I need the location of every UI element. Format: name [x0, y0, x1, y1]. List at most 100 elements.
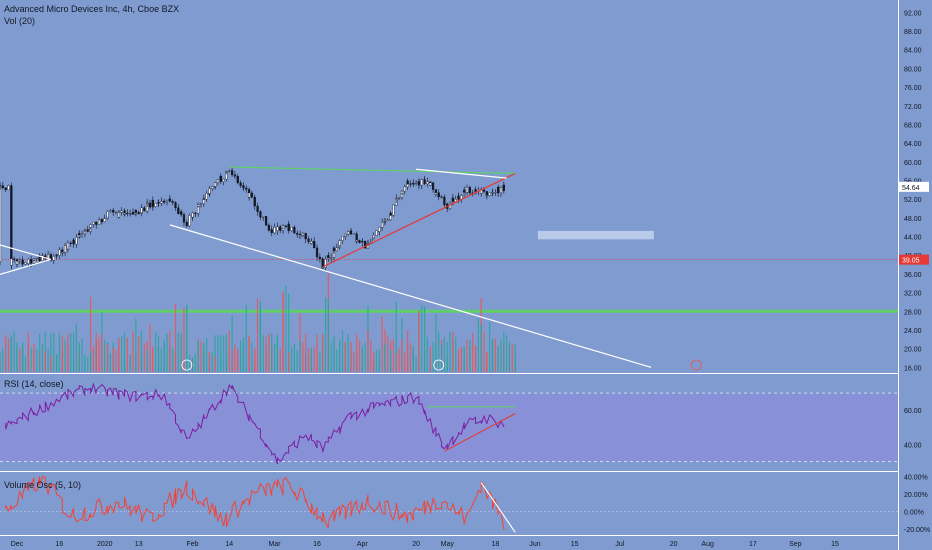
volume-bar — [174, 351, 177, 372]
volume-bar — [104, 339, 106, 372]
candle-body — [281, 225, 285, 229]
candle-body — [75, 237, 78, 245]
candle-body — [168, 198, 171, 202]
volume-bar — [112, 347, 114, 372]
time-axis-tick-label: Apr — [357, 541, 369, 548]
time-axis-tick-label: 20 — [670, 541, 678, 548]
candle-body — [468, 189, 471, 194]
volume-bar — [245, 304, 247, 372]
candle-body — [137, 212, 140, 215]
time-axis-tick-label: 16 — [313, 541, 321, 548]
volume-bar — [39, 333, 41, 372]
candle-body — [398, 197, 401, 199]
volume-bar — [13, 332, 15, 372]
candle-body — [58, 249, 61, 256]
candle-body — [281, 228, 285, 231]
candle-body — [330, 257, 333, 259]
chart-title: Advanced Micro Devices Inc, 4h, Cboe BZX — [4, 4, 180, 14]
volume-bar — [169, 330, 171, 372]
volume-bar — [508, 342, 511, 372]
volume-bar — [16, 347, 18, 372]
price-axis-tick-label: 84.00 — [904, 48, 922, 55]
volume-bar — [288, 293, 290, 372]
candle-body — [233, 174, 237, 177]
candle-body — [30, 259, 33, 264]
candle-body — [15, 260, 19, 265]
volume-bar — [126, 337, 128, 372]
volume-bar — [511, 344, 513, 372]
volume-bar — [81, 338, 83, 372]
candle-body — [465, 187, 469, 193]
left-triangle-bottom-line — [0, 258, 52, 275]
candle-body — [231, 171, 234, 176]
candle-body — [89, 224, 92, 228]
volume-bar — [146, 350, 148, 372]
time-axis-tick-label: 18 — [491, 541, 499, 548]
candle-body — [344, 233, 347, 237]
volume-bar — [477, 318, 479, 372]
volume-bar — [61, 351, 63, 372]
candle-body — [143, 207, 146, 212]
volume-bar — [307, 348, 310, 372]
candle-body — [55, 254, 58, 256]
highlight-zone — [537, 230, 654, 240]
time-axis-tick-label: Mar — [269, 541, 282, 548]
candle-body — [10, 258, 13, 266]
time-axis-tick-label: May — [441, 541, 455, 548]
candle-body — [126, 212, 129, 215]
candle-body — [321, 267, 324, 269]
volume-bar — [256, 298, 259, 372]
candle-body — [296, 233, 299, 235]
volume-bar — [7, 338, 10, 372]
volume-bar — [101, 333, 103, 372]
candle-body — [219, 176, 222, 182]
time-axis-tick-label: 2020 — [97, 541, 113, 548]
volume-bar — [143, 343, 145, 372]
volume-bar — [208, 351, 211, 372]
rsi-band — [0, 393, 898, 462]
candle-body — [273, 227, 276, 234]
candle-body — [341, 236, 344, 241]
candle-body — [245, 187, 248, 190]
volume-bar — [180, 333, 182, 372]
rsi-axis-tick-label: 60.00 — [904, 408, 922, 415]
candle-body — [4, 187, 7, 191]
volume-bar — [64, 340, 66, 372]
long-downtrend-line — [169, 224, 652, 368]
volume-bar — [33, 350, 35, 372]
candle-body — [409, 183, 412, 185]
vosc-axis-tick-label: 20.00% — [904, 492, 928, 499]
last-price-label: 54.64 — [902, 185, 920, 192]
candle-body — [112, 210, 115, 213]
candle-body — [318, 256, 321, 259]
volume-bar — [50, 355, 52, 372]
volume-bar — [225, 333, 228, 372]
candle-body — [502, 184, 505, 191]
volume-bar — [494, 338, 496, 372]
volume-bar — [231, 315, 233, 372]
volume-bar — [333, 338, 335, 372]
candle-body — [197, 204, 200, 207]
volume-bar — [404, 352, 406, 372]
candle-body — [267, 224, 271, 231]
volume-bar — [191, 357, 194, 372]
time-axis-tick-label: Feb — [186, 541, 198, 548]
volume-bar — [234, 344, 236, 372]
volume-bar — [41, 343, 44, 372]
candle-body — [32, 258, 36, 261]
volume-bar — [398, 348, 400, 372]
volume-bar — [121, 336, 123, 372]
candle-body — [485, 195, 488, 197]
volume-bar — [2, 348, 4, 372]
candle-body — [78, 233, 81, 235]
volume-bar — [426, 336, 429, 372]
volume-bar — [163, 339, 165, 372]
volume-bar — [500, 338, 502, 372]
volume-bar — [174, 303, 177, 372]
volume-bar — [189, 354, 191, 372]
candle-body — [69, 242, 72, 244]
candle-body — [163, 200, 166, 203]
volume-bar — [194, 353, 196, 372]
